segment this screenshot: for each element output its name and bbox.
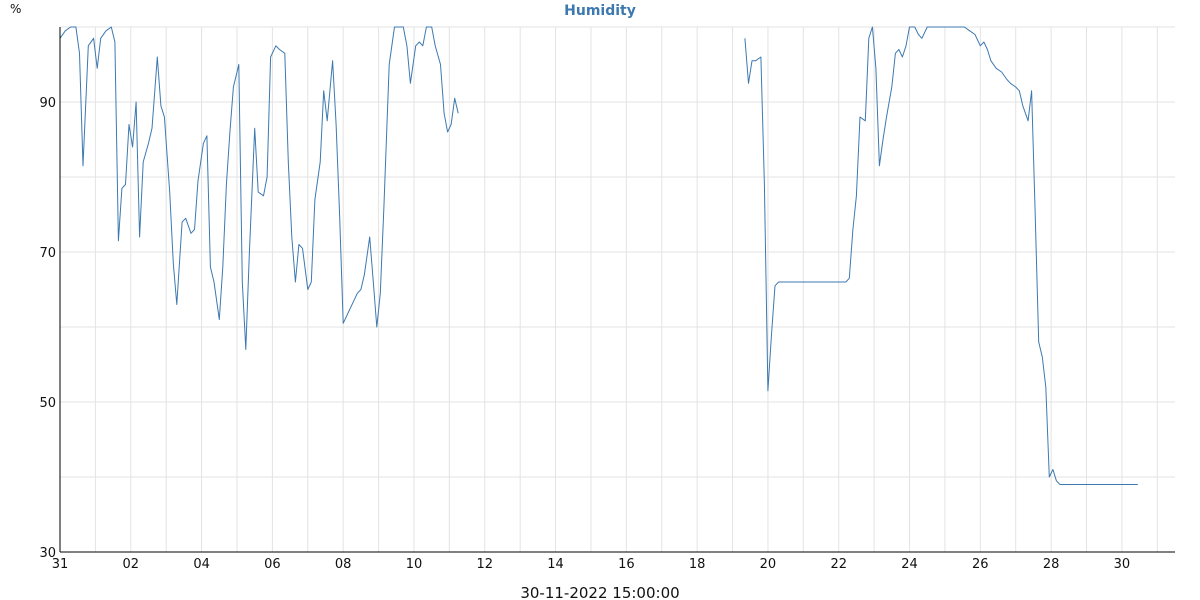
y-tick-label: 30 — [39, 546, 56, 561]
y-tick-label: 50 — [39, 396, 56, 411]
x-tick-label: 24 — [901, 557, 918, 572]
x-tick-label: 04 — [193, 557, 210, 572]
chart-title: Humidity — [564, 3, 636, 19]
series-line-segment — [744, 26, 1138, 485]
series-line-segment — [59, 26, 459, 350]
x-tick-label: 22 — [830, 557, 847, 572]
x-tick-label: 31 — [52, 557, 69, 572]
x-tick-label: 14 — [547, 557, 564, 572]
x-tick-label: 28 — [1043, 557, 1060, 572]
timestamp-label: 30-11-2022 15:00:00 — [520, 584, 679, 600]
grid — [59, 26, 1175, 552]
x-tick-label: 30 — [1114, 557, 1131, 572]
x-tick-label: 26 — [972, 557, 989, 572]
axes — [59, 27, 1175, 553]
x-tick-label: 06 — [264, 557, 281, 572]
y-axis-unit: % — [10, 2, 21, 16]
y-tick-label: 70 — [39, 246, 56, 261]
x-tick-label: 16 — [618, 557, 635, 572]
x-tick-label: 02 — [123, 557, 140, 572]
y-tick-label: 90 — [39, 96, 56, 111]
series-humidity — [59, 26, 1138, 485]
x-tick-label: 20 — [760, 557, 777, 572]
x-tick-label: 18 — [689, 557, 706, 572]
tick-labels: 31 02 04 06 08 10 12 14 16 18 20 22 24 26 28 30 30 50 70 90 — [39, 96, 1130, 572]
x-tick-label: 12 — [476, 557, 493, 572]
x-tick-label: 08 — [335, 557, 352, 572]
x-tick-label: 10 — [406, 557, 423, 572]
